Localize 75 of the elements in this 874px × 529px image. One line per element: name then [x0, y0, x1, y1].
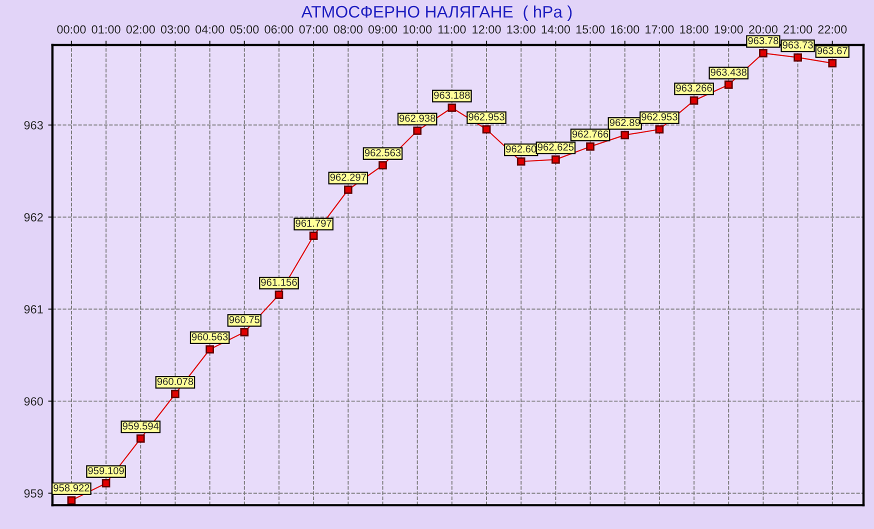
data-label: 963.266 [676, 84, 712, 92]
data-label: 963.73 [782, 41, 813, 49]
point [516, 157, 526, 166]
x-tick-label: 04:00 [196, 25, 224, 34]
x-tick-label: 08:00 [334, 25, 362, 34]
point [828, 59, 837, 68]
data-label: 962.60 [506, 145, 536, 153]
point [552, 155, 560, 164]
y-tick-label: 963 [24, 121, 43, 130]
data-label: 962.953 [468, 113, 504, 120]
y-tick-label: 962 [24, 213, 43, 222]
x-tick-label: 19:00 [714, 25, 743, 34]
point [448, 104, 456, 112]
x-tick-label: 05:00 [230, 25, 259, 34]
point [309, 232, 318, 240]
x-tick-label: 03:00 [160, 25, 190, 34]
x-tick-label: 09:00 [368, 25, 398, 34]
point [67, 496, 76, 505]
data-label: 963.67 [817, 47, 848, 54]
point [378, 161, 387, 170]
point [274, 290, 284, 299]
y-tick-label: 959 [24, 489, 43, 498]
point [655, 125, 664, 134]
x-tick-label: 00:00 [57, 25, 86, 34]
x-tick-label: 22:00 [818, 25, 847, 34]
x-tick-label: 10:00 [403, 25, 432, 34]
x-tick-label: 15:00 [576, 25, 605, 34]
data-label: 962.297 [330, 174, 366, 181]
point [171, 390, 180, 398]
y-tick-label: 961 [24, 305, 43, 314]
x-tick-label: 13:00 [507, 25, 536, 34]
x-tick-label: 16:00 [610, 25, 640, 34]
data-label: 958.922 [54, 484, 90, 492]
x-tick-label: 01:00 [92, 25, 120, 34]
data-label: 959.109 [88, 467, 124, 474]
data-label: 963.438 [710, 68, 747, 76]
data-label: 962.953 [642, 113, 678, 120]
point [482, 125, 491, 134]
data-label: 963.78 [748, 37, 778, 44]
chart-title: АТМОСФЕРНО НАЛЯГАНЕ ( hPa ) [301, 5, 572, 21]
x-tick-label: 17:00 [646, 25, 674, 34]
x-tick-label: 21:00 [784, 25, 812, 34]
data-label: 960.75 [229, 316, 260, 324]
data-label: 963.188 [434, 92, 470, 99]
data-label: 960.563 [192, 333, 228, 340]
x-tick-label: 06:00 [264, 25, 294, 34]
point [413, 126, 422, 135]
x-tick-label: 02:00 [126, 25, 155, 34]
point [759, 48, 768, 58]
x-tick-label: 12:00 [472, 25, 501, 34]
point [690, 96, 698, 105]
data-label: 961.156 [261, 278, 297, 286]
point [344, 186, 352, 194]
x-tick-label: 14:00 [542, 25, 570, 34]
data-label: 962.563 [364, 149, 401, 156]
data-label: 962.766 [572, 130, 608, 138]
data-label: 962.625 [538, 143, 574, 151]
data-label: 962.938 [399, 114, 436, 122]
x-tick-label: 18:00 [680, 25, 708, 34]
x-tick-label: 20:00 [749, 25, 778, 34]
data-label: 960.078 [157, 378, 194, 386]
point [240, 328, 249, 336]
x-tick-label: 07:00 [299, 25, 328, 34]
point [620, 130, 630, 140]
point [586, 142, 594, 151]
point [136, 434, 145, 443]
data-label: 961.797 [296, 220, 332, 227]
data-label: 962.89 [610, 118, 640, 126]
y-tick-label: 960 [24, 397, 43, 406]
point [102, 479, 110, 488]
point [206, 345, 214, 354]
data-label: 959.594 [122, 422, 159, 430]
point [794, 53, 802, 62]
x-tick-label: 11:00 [438, 25, 466, 34]
point [724, 80, 733, 89]
